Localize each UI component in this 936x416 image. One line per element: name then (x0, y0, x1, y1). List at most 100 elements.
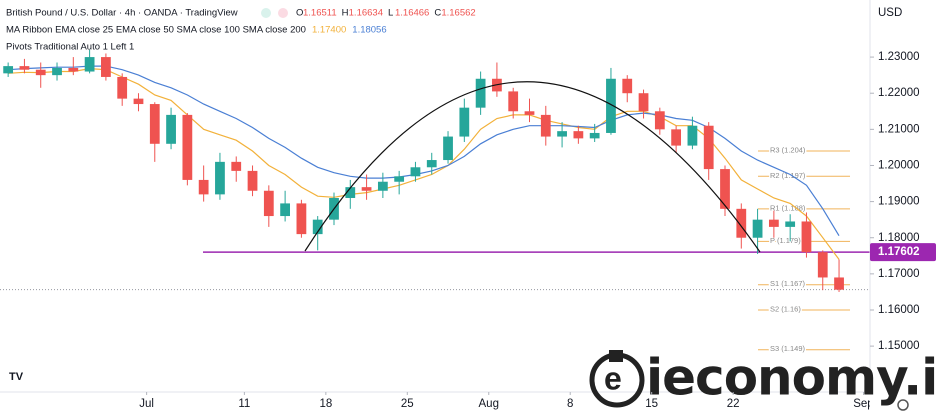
candle-body (345, 187, 356, 198)
status-icon (261, 8, 271, 18)
candle-body (215, 161, 225, 195)
candle-body (394, 176, 405, 182)
x-tick-label: Sep (853, 398, 873, 410)
pivot-label: S1 (1.167) (770, 279, 806, 288)
candle-body (280, 203, 290, 217)
pivot-label: R2 (1.197) (770, 171, 806, 180)
price-tag-label: 1.17602 (878, 246, 920, 258)
candle-body (312, 219, 323, 235)
x-tick-label: 18 (319, 398, 332, 410)
x-tick-label: 25 (401, 398, 414, 410)
candle-body (263, 190, 274, 217)
settings-icon[interactable] (897, 399, 909, 411)
x-tick-label: 8 (567, 398, 573, 410)
candle-body (68, 67, 79, 72)
arc-drawing (304, 81, 761, 253)
ma-legend: MA Ribbon EMA close 25 EMA close 50 SMA … (6, 25, 306, 36)
candle-body (671, 129, 682, 146)
y-tick-label: 1.18000 (878, 232, 920, 244)
candle-body (622, 78, 633, 94)
pivot-legend: Pivots Traditional Auto 1 Left 1 (6, 42, 134, 53)
ohlc-value: 1.16562 (441, 8, 475, 19)
candle-body (768, 219, 779, 227)
candle-body (834, 277, 844, 290)
candle-body (166, 114, 176, 144)
status-icon (278, 8, 288, 18)
candle-body (117, 76, 128, 99)
candle-body (426, 160, 437, 168)
candle-body (638, 93, 649, 112)
x-tick-label: 22 (727, 398, 740, 410)
candle-body (687, 125, 698, 146)
watermark: ieconomy.io (646, 349, 936, 407)
y-tick-label: 1.17000 (878, 268, 920, 280)
candle-body (296, 203, 307, 235)
candle-body (3, 66, 14, 74)
ohlc-key: O (296, 8, 303, 19)
y-tick-label: 1.23000 (878, 51, 920, 63)
candle-body (377, 181, 388, 191)
pivot-label: S2 (1.16) (770, 304, 801, 313)
candle-body (84, 57, 95, 72)
candle-body (410, 167, 421, 177)
y-tick-label: 1.15000 (878, 340, 920, 352)
x-tick-label: 15 (645, 398, 658, 410)
y-tick-label: 1.21000 (878, 123, 920, 135)
chart-title: British Pound / U.S. Dollar · 4h · OANDA… (6, 8, 238, 19)
ma-value: 1.18056 (352, 25, 386, 36)
ma-value: 1.17400 (312, 25, 346, 36)
tv-logo: TV (9, 371, 24, 383)
candle-body (785, 221, 796, 227)
y-tick-label: 1.16000 (878, 304, 920, 316)
pivot-label: P (1.179) (770, 236, 801, 245)
ohlc-value: 1.16634 (349, 8, 383, 19)
candle-body (654, 111, 665, 130)
candle-body (720, 169, 730, 209)
ohlc-value: 1.16466 (395, 8, 429, 19)
y-tick-label: 1.22000 (878, 87, 920, 99)
candle-body (801, 221, 812, 253)
candle-body (752, 219, 763, 238)
candle-body (198, 179, 209, 195)
candle-body (817, 252, 828, 278)
candle-body (35, 69, 46, 76)
plot-area: R3 (1.204) R2 (1.197) R1 (1.188) P (1.179) S… (0, 49, 870, 355)
candle-body (573, 131, 584, 139)
header: British Pound / U.S. Dollar · 4h · OANDA… (6, 8, 476, 53)
candle-body (736, 208, 747, 238)
moving-average (8, 65, 840, 237)
candle-body (703, 125, 714, 170)
pivot-label: R1 (1.188) (770, 203, 806, 212)
logo-letter: e (604, 360, 622, 396)
ohlc-value: 1.16511 (303, 8, 337, 19)
candle-body (52, 67, 62, 76)
candle-body (19, 66, 30, 70)
ohlc-key: L (388, 8, 393, 19)
candle-body (182, 114, 193, 180)
ohlc-key: H (342, 8, 349, 19)
x-tick-label: 11 (238, 398, 250, 410)
candle-body (231, 161, 242, 171)
pivot-label: R3 (1.204) (770, 146, 806, 155)
logo-tab (609, 350, 623, 362)
candle-body (606, 78, 616, 133)
x-axis: Jul 11 18 25 Aug 8 15 22 Sep (139, 392, 873, 410)
ohlc-key: C (434, 8, 441, 19)
pivot-label: S3 (1.149) (770, 344, 806, 353)
candle-body (540, 114, 551, 137)
y-axis-label: USD (878, 7, 902, 19)
candle-body (475, 78, 486, 108)
x-tick-label: Aug (479, 398, 499, 410)
candle-body (459, 107, 470, 137)
x-tick-label: Jul (139, 398, 154, 410)
candle-body (524, 111, 535, 115)
candle-body (149, 104, 160, 144)
candle-body (508, 91, 519, 112)
candle-body (589, 132, 600, 139)
price-tag (870, 243, 936, 262)
moving-average (8, 67, 840, 260)
candle-body (557, 131, 567, 137)
candle-body (247, 170, 258, 191)
